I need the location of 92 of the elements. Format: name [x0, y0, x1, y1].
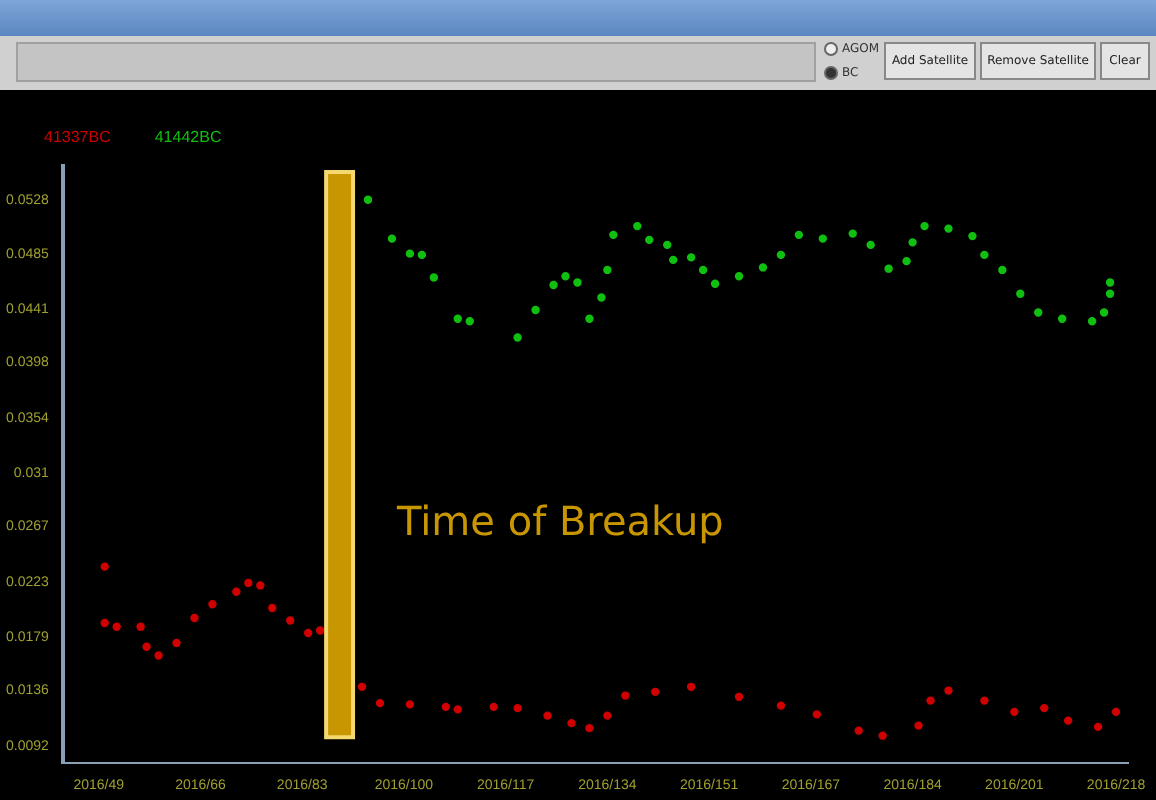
point	[908, 238, 917, 247]
point	[315, 626, 325, 635]
point	[172, 638, 181, 648]
point	[645, 235, 654, 245]
point	[531, 305, 540, 315]
point	[818, 234, 828, 243]
point	[914, 721, 923, 730]
point	[603, 265, 612, 275]
point	[698, 265, 708, 275]
point	[1099, 308, 1109, 317]
point	[429, 273, 439, 282]
point	[543, 711, 552, 720]
point	[1105, 289, 1115, 298]
band-label: Time of Breakup	[395, 496, 724, 545]
point	[848, 229, 857, 238]
point	[567, 718, 576, 728]
point	[920, 221, 929, 231]
point	[441, 702, 451, 712]
point	[1040, 703, 1049, 713]
point	[1016, 289, 1025, 298]
point	[417, 250, 427, 260]
text: 41337BC	[44, 128, 112, 147]
point	[100, 562, 109, 571]
point	[453, 705, 462, 714]
point	[561, 271, 570, 281]
point	[549, 280, 558, 290]
point	[776, 701, 786, 710]
point	[734, 271, 744, 281]
point	[980, 250, 989, 260]
point	[968, 231, 977, 241]
point	[633, 221, 642, 231]
point	[651, 687, 660, 697]
point	[1063, 716, 1073, 725]
point	[489, 702, 498, 712]
point	[286, 616, 295, 625]
point	[758, 263, 768, 272]
point	[405, 700, 415, 709]
point	[513, 333, 522, 342]
point	[256, 581, 265, 590]
point	[686, 682, 696, 692]
point	[603, 711, 612, 720]
point	[669, 255, 678, 265]
point	[190, 613, 199, 623]
point	[268, 603, 277, 613]
point	[573, 278, 582, 287]
point	[112, 622, 121, 631]
point	[513, 703, 522, 713]
point	[465, 317, 474, 326]
point	[663, 240, 672, 250]
point	[944, 224, 953, 233]
point	[1087, 317, 1097, 326]
point	[866, 240, 875, 250]
point	[244, 578, 253, 588]
point	[621, 691, 630, 700]
point	[357, 682, 367, 692]
point	[303, 628, 313, 638]
point	[1111, 707, 1121, 717]
point	[597, 293, 606, 302]
point	[926, 696, 935, 705]
point	[232, 587, 241, 596]
point	[1034, 308, 1043, 317]
point	[854, 726, 863, 735]
point	[1093, 722, 1103, 732]
point	[100, 618, 109, 628]
point	[208, 600, 217, 609]
point	[1057, 314, 1067, 323]
point	[387, 234, 397, 243]
point	[154, 651, 163, 660]
point	[812, 710, 822, 719]
point	[776, 250, 786, 260]
point	[453, 314, 462, 323]
point	[884, 264, 893, 273]
point	[902, 256, 911, 266]
point	[980, 696, 989, 705]
point	[136, 622, 145, 631]
text: 41442BC	[154, 128, 222, 147]
point	[944, 686, 953, 695]
point	[878, 731, 887, 740]
point	[686, 253, 696, 262]
point	[142, 642, 151, 651]
point	[585, 314, 594, 323]
point	[405, 249, 415, 258]
point	[710, 279, 720, 288]
point	[375, 698, 385, 708]
point	[998, 265, 1007, 275]
point	[734, 692, 744, 702]
point	[363, 195, 373, 204]
point	[1010, 707, 1019, 717]
point	[1105, 278, 1115, 287]
point	[794, 230, 804, 240]
point	[609, 230, 618, 240]
point	[585, 723, 594, 733]
